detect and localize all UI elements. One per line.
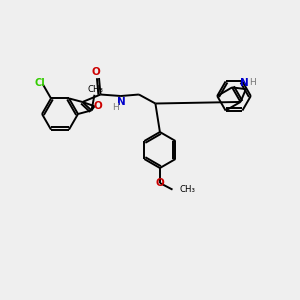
Text: H: H <box>249 78 256 87</box>
Text: O: O <box>92 67 100 77</box>
Text: O: O <box>94 101 103 111</box>
Text: N: N <box>117 97 126 107</box>
Text: N: N <box>240 77 249 88</box>
Text: Cl: Cl <box>34 78 45 88</box>
Text: CH₃: CH₃ <box>88 85 104 94</box>
Text: H: H <box>112 103 119 112</box>
Text: CH₃: CH₃ <box>180 185 196 194</box>
Text: O: O <box>155 178 164 188</box>
